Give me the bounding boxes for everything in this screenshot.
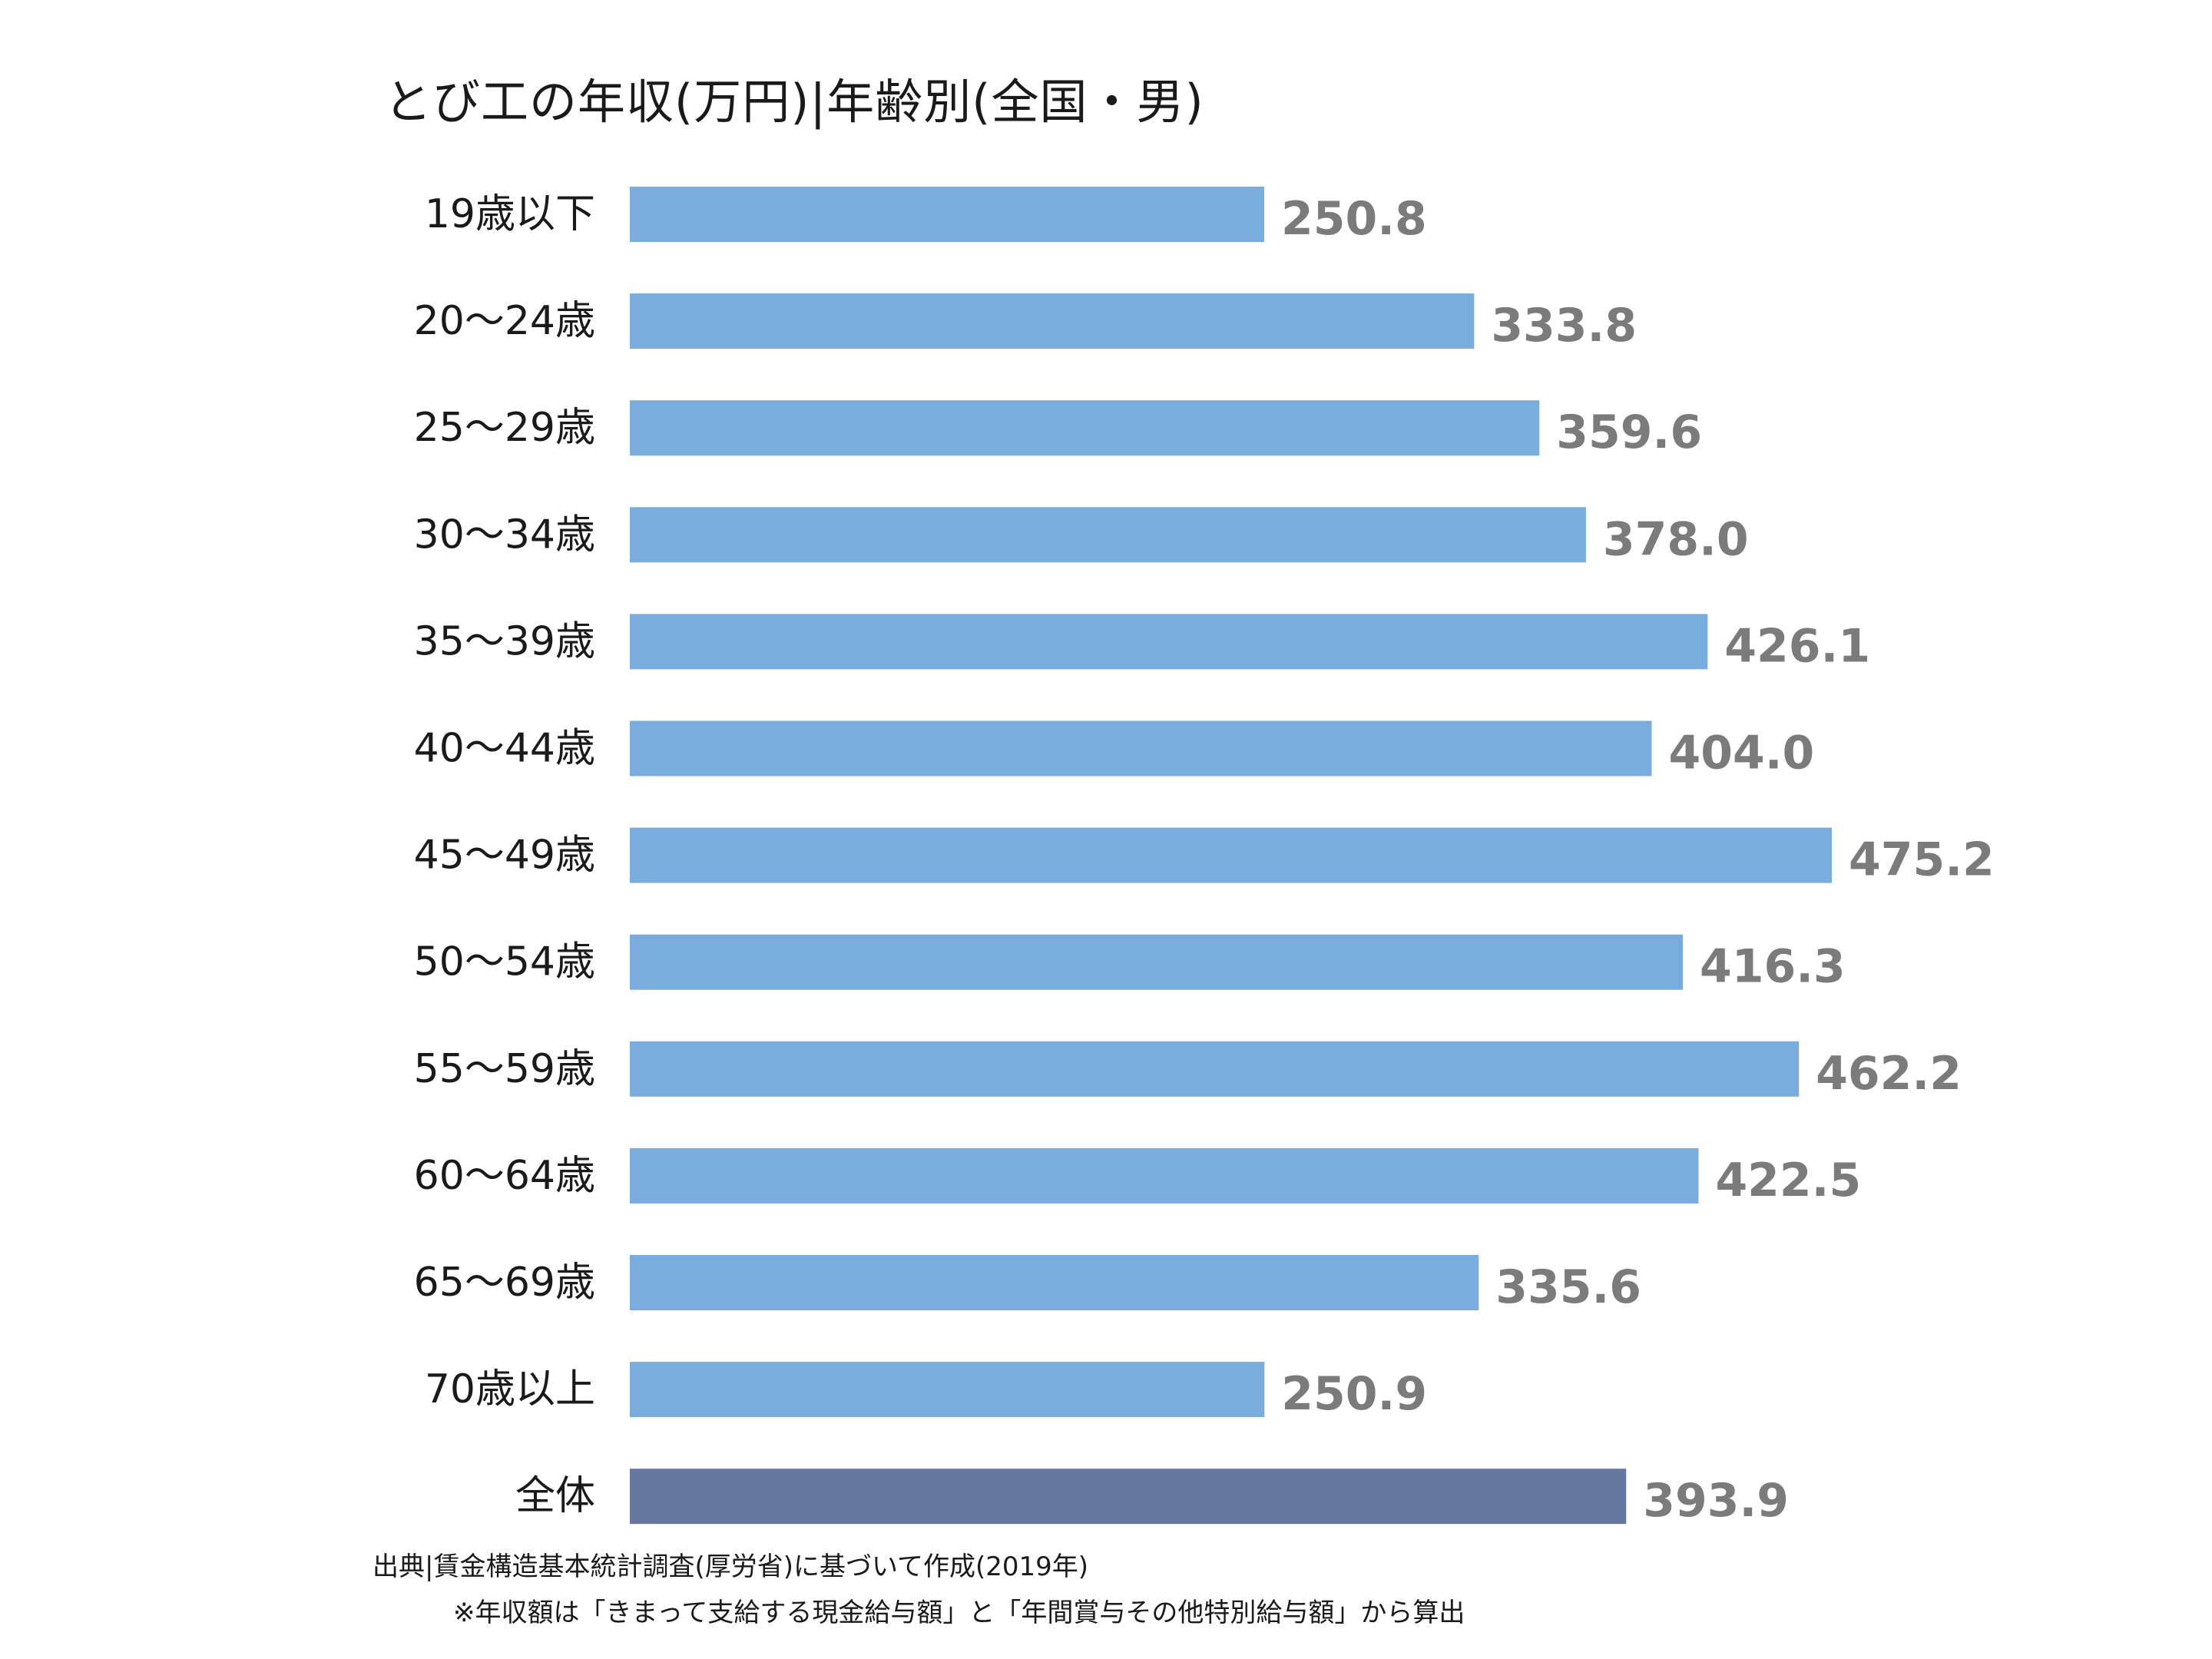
labels-layer: 19歳以下 250.8 20〜24歳 333.8 25〜29歳 359.6 30〜34歳 37… <box>414 191 1995 1528</box>
bar-2 <box>630 400 1540 456</box>
bar-0 <box>630 187 1264 242</box>
value-label-0: 250.8 <box>1281 192 1427 246</box>
bar-12 <box>630 1469 1627 1525</box>
value-label-3: 378.0 <box>1603 512 1749 566</box>
bar-5 <box>630 720 1652 777</box>
value-label-9: 422.5 <box>1715 1154 1861 1207</box>
category-label-1: 20〜24歳 <box>414 298 595 344</box>
category-label-7: 50〜54歳 <box>414 939 595 985</box>
category-label-9: 60〜64歳 <box>414 1153 595 1199</box>
value-label-11: 250.9 <box>1281 1367 1427 1421</box>
bar-9 <box>630 1147 1699 1204</box>
value-label-5: 404.0 <box>1669 727 1815 780</box>
value-label-12: 393.9 <box>1643 1474 1789 1528</box>
chart-title: とび工の年収(万円)|年齢別(全国・男) <box>384 74 1204 130</box>
category-label-2: 25〜29歳 <box>414 405 595 451</box>
category-label-3: 30〜34歳 <box>414 512 595 558</box>
bar-4 <box>630 614 1708 670</box>
source-note: 出典|賃金構造基本統計調査(厚労省)に基づいて作成(2019年) <box>373 1551 1089 1582</box>
bar-1 <box>630 293 1475 349</box>
category-label-5: 40〜44歳 <box>414 726 595 772</box>
bar-3 <box>630 507 1586 563</box>
value-label-7: 416.3 <box>1700 940 1846 994</box>
bar-10 <box>630 1255 1479 1310</box>
value-label-1: 333.8 <box>1491 299 1637 353</box>
bar-6 <box>630 827 1832 883</box>
category-label-10: 65〜69歳 <box>414 1260 595 1306</box>
bars-layer <box>630 187 1832 1525</box>
category-label-11: 70歳以上 <box>425 1366 595 1412</box>
category-label-8: 55〜59歳 <box>414 1046 595 1092</box>
category-label-12: 全体 <box>515 1473 595 1519</box>
value-label-10: 335.6 <box>1495 1260 1641 1314</box>
bar-8 <box>630 1041 1800 1097</box>
value-label-8: 462.2 <box>1816 1047 1962 1101</box>
category-label-0: 19歳以下 <box>425 191 595 237</box>
bar-11 <box>630 1362 1265 1418</box>
value-label-6: 475.2 <box>1849 833 1995 887</box>
bar-7 <box>630 934 1684 990</box>
category-label-4: 35〜39歳 <box>414 618 595 664</box>
value-label-2: 359.6 <box>1556 406 1702 459</box>
category-label-6: 45〜49歳 <box>414 833 595 879</box>
value-label-4: 426.1 <box>1724 619 1870 673</box>
calculation-note: ※年収額は「きまって支給する現金給与額」と「年間賞与その他特別給与額」から算出 <box>453 1598 1465 1628</box>
